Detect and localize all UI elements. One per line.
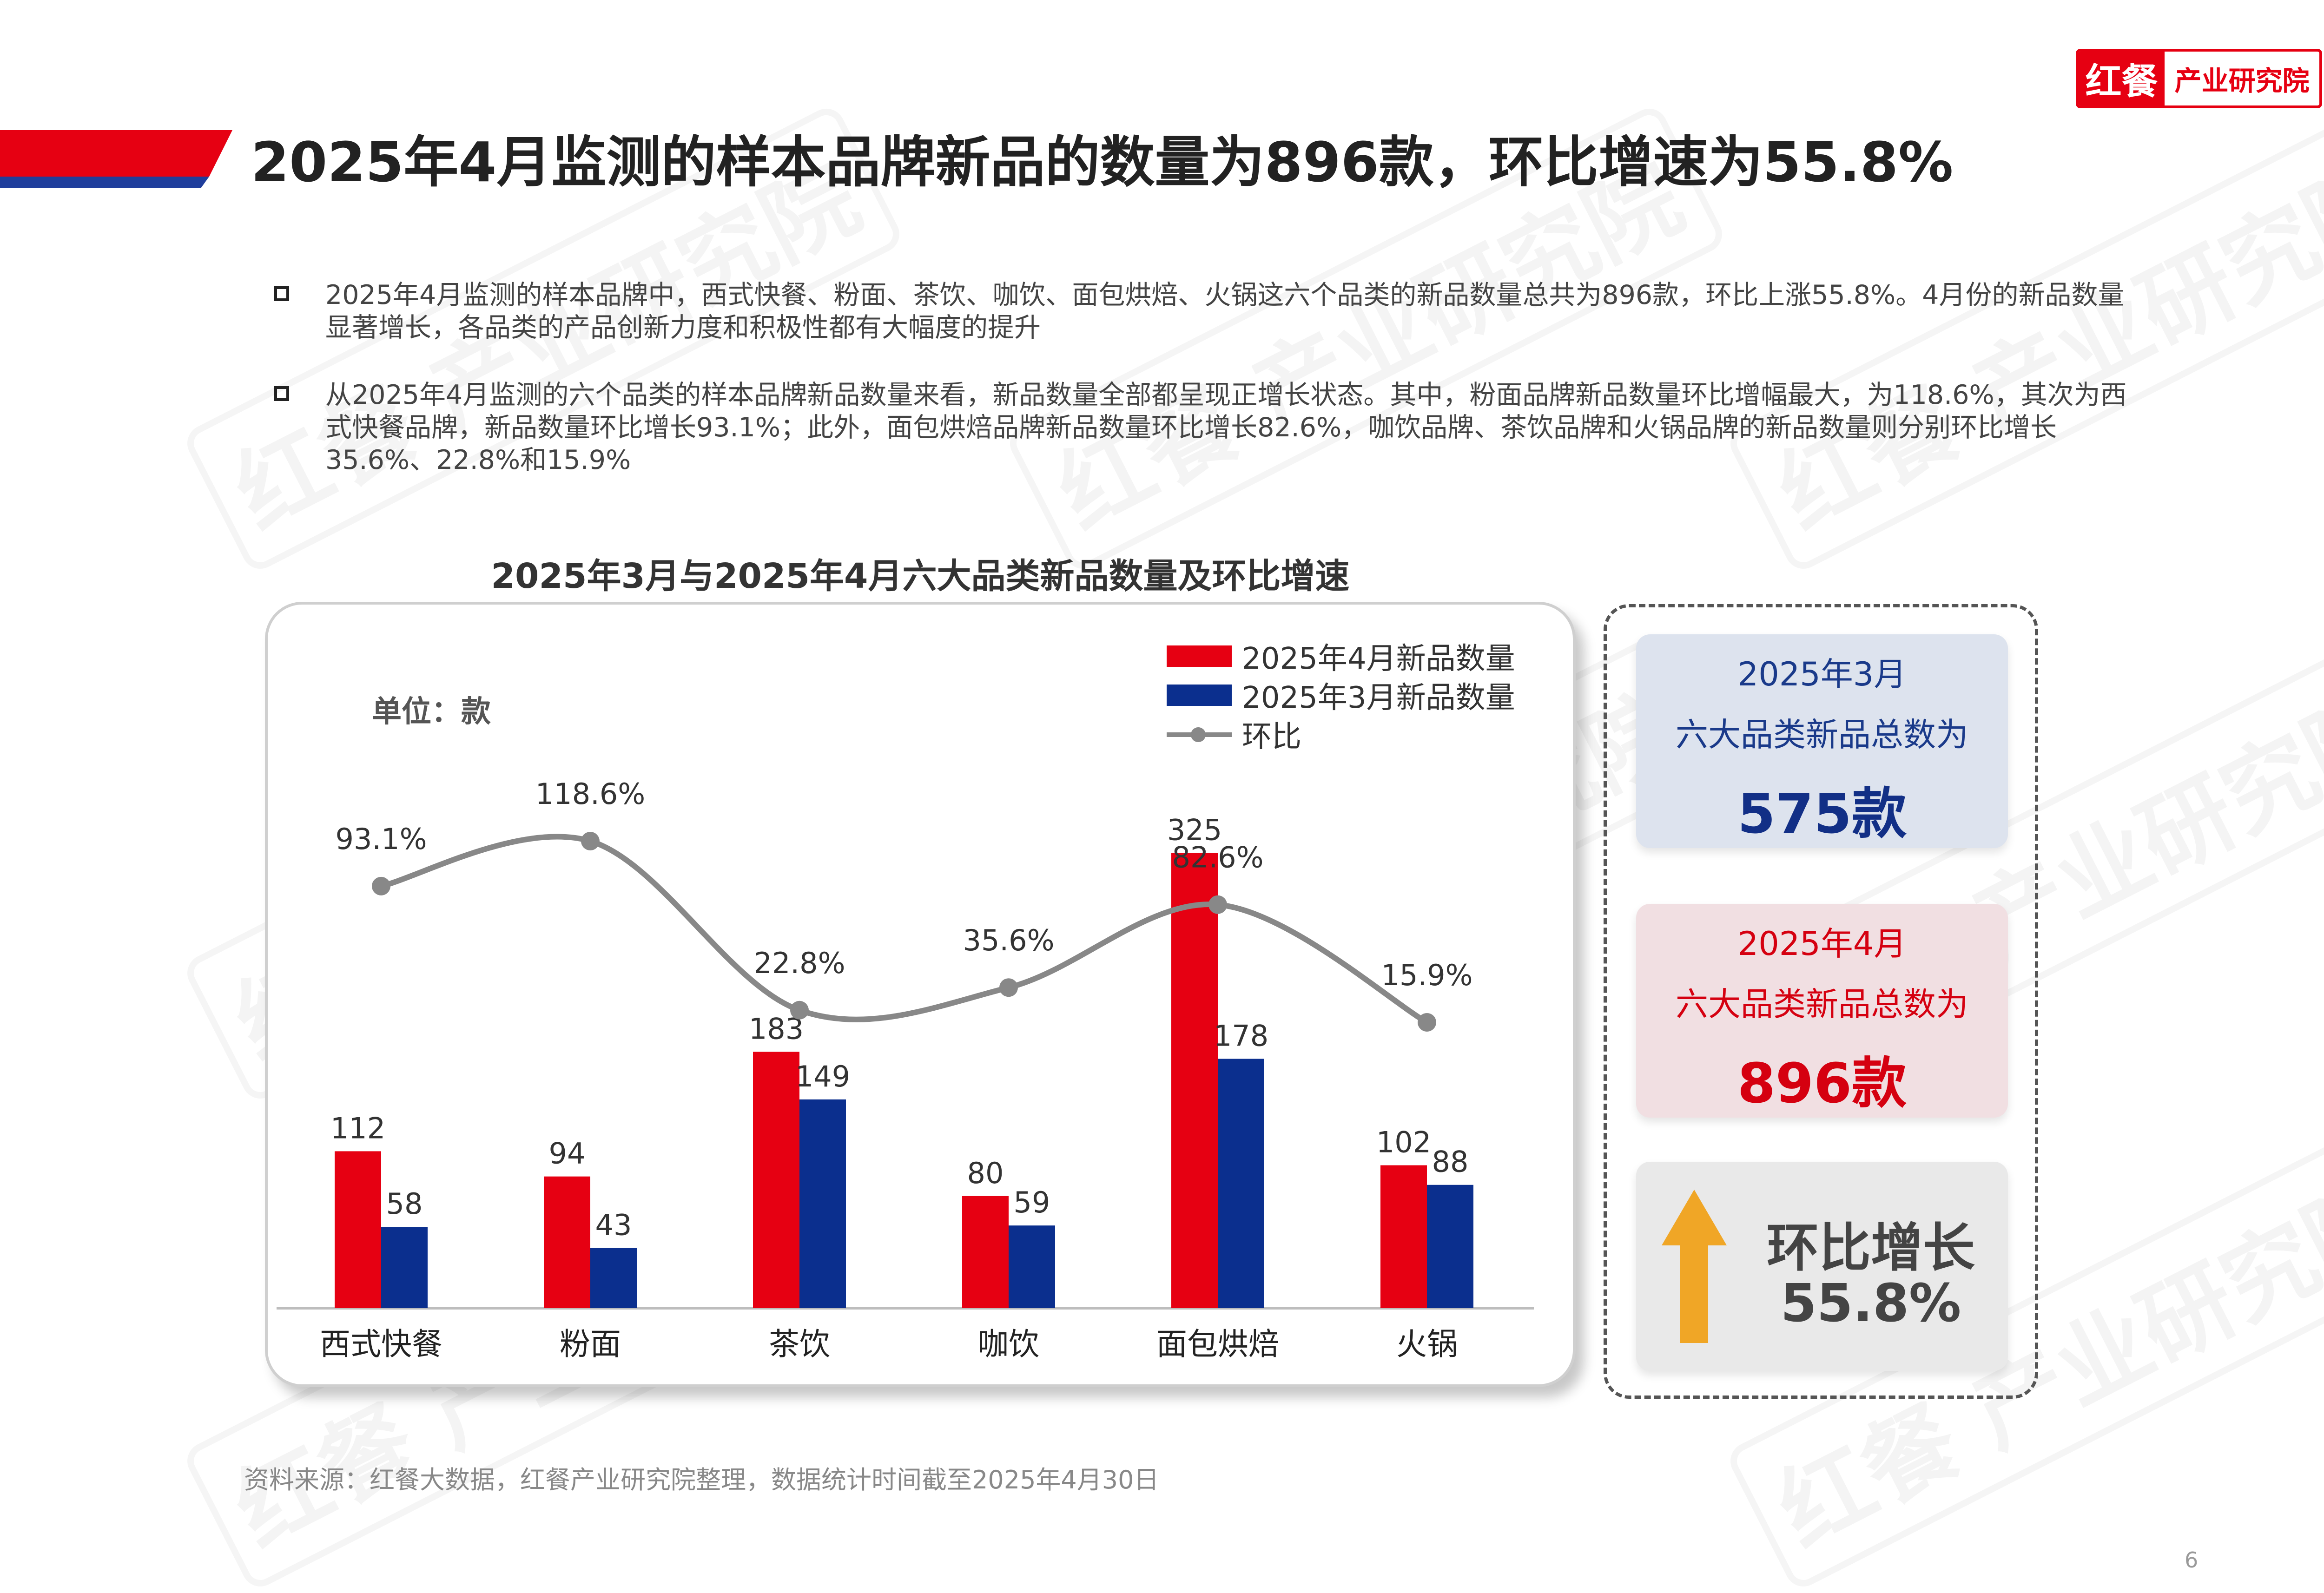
- card-subtitle: 六大品类新品总数为: [1676, 985, 1968, 1023]
- legend-label-mom: 环比: [1242, 720, 1301, 754]
- card-title: 2025年4月: [1737, 925, 1907, 963]
- summary-card-growth: 环比增长 55.8%: [1636, 1162, 2008, 1371]
- bullet-square-icon: [274, 286, 289, 301]
- growth-label: 环比增长: [1767, 1218, 1975, 1278]
- summary-card-march: 2025年3月 六大品类新品总数为 575款: [1636, 634, 2008, 848]
- growth-value: 55.8%: [1780, 1273, 1961, 1334]
- legend-label-march: 2025年3月新品数量: [1242, 681, 1515, 715]
- header-accent-bar: [0, 130, 232, 188]
- legend-swatch-april: [1167, 645, 1232, 667]
- legend-item-mom: 环比: [1167, 715, 1515, 754]
- bullet-square-icon: [274, 386, 289, 401]
- summary-card-april: 2025年4月 六大品类新品总数为 896款: [1636, 904, 2008, 1118]
- legend-swatch-march: [1167, 685, 1232, 706]
- legend-line-marker-icon: [1167, 724, 1232, 745]
- card-value: 896款: [1737, 1051, 1907, 1115]
- bullet-text: 从2025年4月监测的六个品类的样本品牌新品数量来看，新品数量全部都呈现正增长状…: [325, 380, 2127, 475]
- source-note: 资料来源：红餐大数据，红餐产业研究院整理，数据统计时间截至2025年4月30日: [244, 1465, 1159, 1494]
- brand-logo: 红餐 产业研究院: [2076, 49, 2322, 108]
- legend-label-april: 2025年4月新品数量: [1242, 642, 1515, 676]
- page-number: 6: [2185, 1547, 2199, 1573]
- bullet-item: 2025年4月监测的样本品牌中，西式快餐、粉面、茶饮、咖饮、面包烘焙、火锅这六个…: [274, 279, 2143, 344]
- chart-title: 2025年3月与2025年4月六大品类新品数量及环比增速: [491, 556, 1350, 596]
- card-value: 575款: [1737, 782, 1907, 846]
- logo-mark: 红餐: [2079, 52, 2165, 105]
- card-title: 2025年3月: [1737, 655, 1907, 693]
- arrow-up-icon: [1662, 1190, 1727, 1343]
- bullet-text: 2025年4月监测的样本品牌中，西式快餐、粉面、茶饮、咖饮、面包烘焙、火锅这六个…: [325, 280, 2125, 343]
- legend-item-march: 2025年3月新品数量: [1167, 676, 1515, 715]
- chart-legend: 2025年4月新品数量 2025年3月新品数量 环比: [1167, 637, 1515, 754]
- legend-item-april: 2025年4月新品数量: [1167, 637, 1515, 676]
- bullet-item: 从2025年4月监测的六个品类的样本品牌新品数量来看，新品数量全部都呈现正增长状…: [274, 379, 2143, 476]
- summary-panel: [1604, 604, 2038, 1399]
- logo-text: 产业研究院: [2174, 65, 2310, 97]
- page-title: 2025年4月监测的样本品牌新品的数量为896款，环比增速为55.8%: [251, 130, 1954, 194]
- unit-label: 单位：款: [372, 695, 491, 729]
- card-subtitle: 六大品类新品总数为: [1676, 716, 1968, 754]
